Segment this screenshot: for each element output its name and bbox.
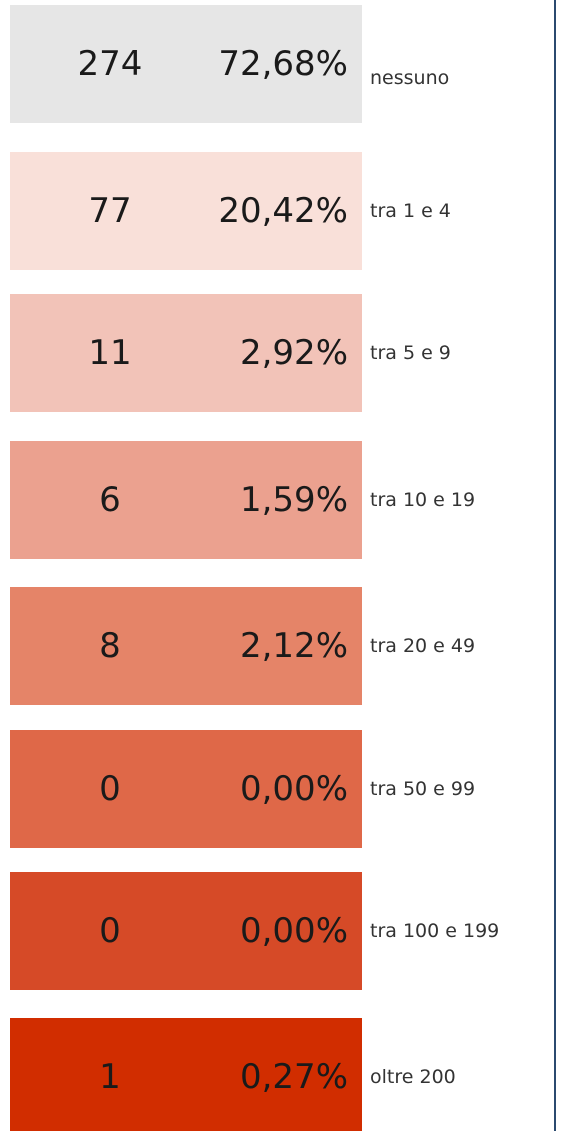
count: 274 bbox=[77, 44, 143, 84]
category-row: 274 72,68% nessuno bbox=[10, 5, 449, 123]
category-label: tra 1 e 4 bbox=[370, 200, 451, 222]
category-label: tra 20 e 49 bbox=[370, 635, 476, 657]
count: 0 bbox=[99, 911, 121, 951]
category-label: tra 5 e 9 bbox=[370, 342, 451, 364]
count: 77 bbox=[88, 191, 132, 231]
category-row: 11 2,92% tra 5 e 9 bbox=[10, 294, 451, 412]
category-row: 6 1,59% tra 10 e 19 bbox=[10, 441, 475, 559]
category-label: tra 100 e 199 bbox=[370, 920, 500, 942]
category-row: 8 2,12% tra 20 e 49 bbox=[10, 587, 475, 705]
percent: 0,00% bbox=[239, 769, 348, 809]
count: 8 bbox=[99, 626, 121, 666]
divider bbox=[554, 0, 556, 1131]
category-row: 0 0,00% tra 100 e 199 bbox=[10, 872, 499, 990]
count: 11 bbox=[88, 333, 132, 373]
percent: 0,27% bbox=[239, 1057, 348, 1097]
category-row: 0 0,00% tra 50 e 99 bbox=[10, 730, 475, 848]
percent: 2,92% bbox=[239, 333, 348, 373]
category-label: nessuno bbox=[370, 67, 450, 89]
category-label: oltre 200 bbox=[370, 1066, 456, 1088]
count: 1 bbox=[99, 1057, 121, 1097]
category-row: 1 0,27% oltre 200 bbox=[10, 1018, 456, 1131]
percent: 72,68% bbox=[218, 44, 348, 84]
percent: 0,00% bbox=[239, 911, 348, 951]
category-row: 77 20,42% tra 1 e 4 bbox=[10, 152, 451, 270]
percent: 20,42% bbox=[218, 191, 348, 231]
category-label: tra 50 e 99 bbox=[370, 778, 476, 800]
percent: 2,12% bbox=[239, 626, 348, 666]
count: 6 bbox=[99, 480, 121, 520]
percent: 1,59% bbox=[239, 480, 348, 520]
category-label: tra 10 e 19 bbox=[370, 489, 476, 511]
count: 0 bbox=[99, 769, 121, 809]
